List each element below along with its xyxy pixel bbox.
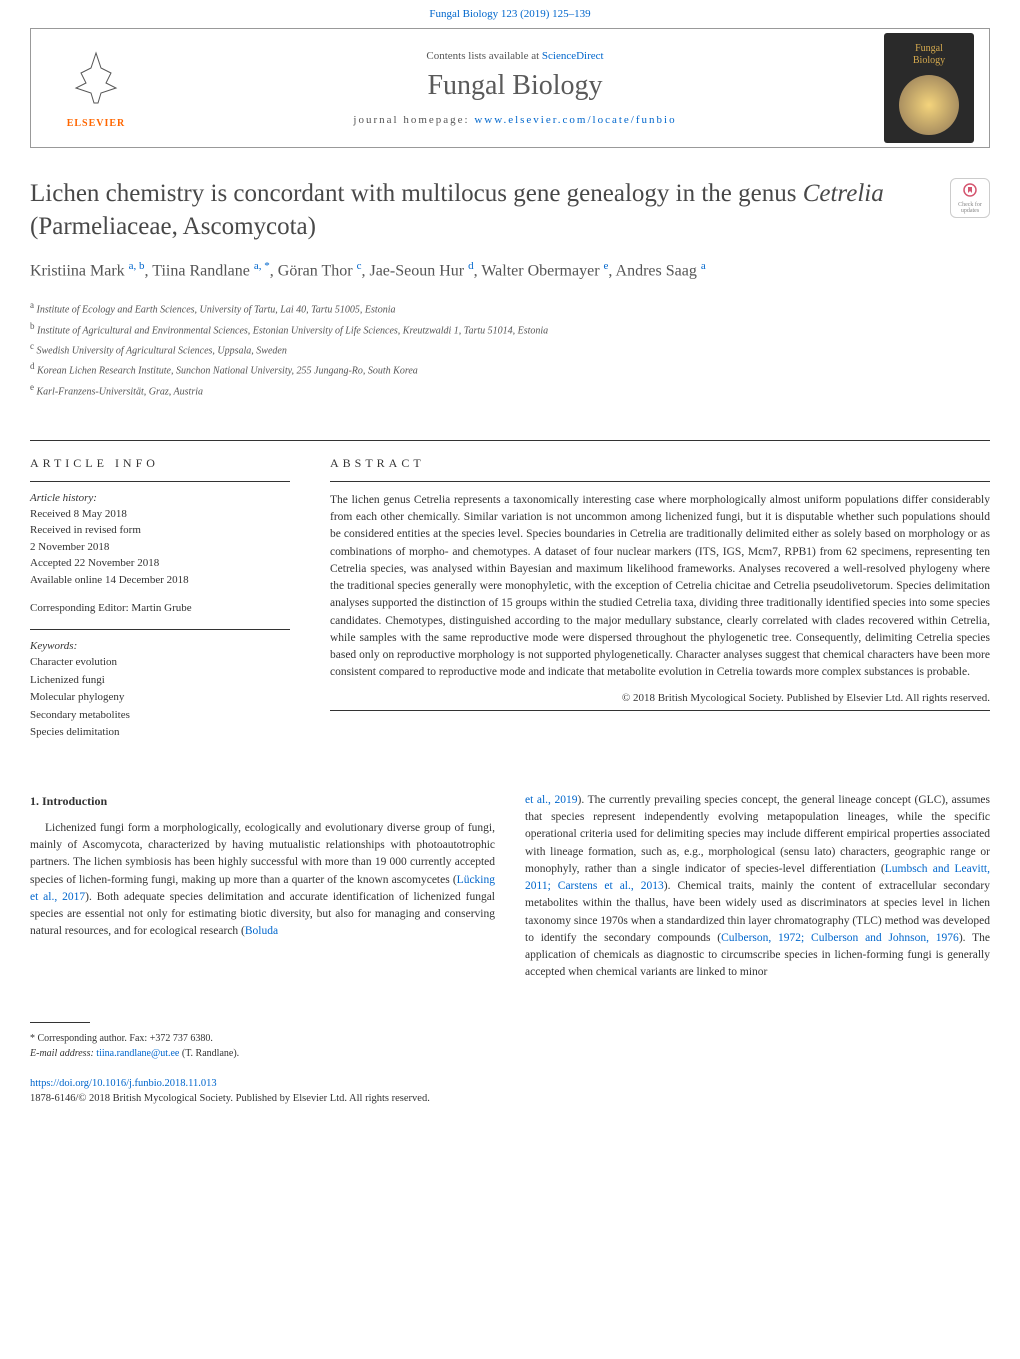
author-6-affil[interactable]: a [701, 260, 706, 272]
journal-cover-thumbnail[interactable]: Fungal Biology [884, 33, 974, 143]
affiliations: a Institute of Ecology and Earth Science… [30, 298, 990, 400]
doi-link[interactable]: https://doi.org/10.1016/j.funbio.2018.11… [30, 1078, 217, 1089]
author-1-affil[interactable]: a, b [129, 260, 145, 272]
author-1: Kristiina Mark [30, 262, 129, 279]
journal-header: ELSEVIER Contents lists available at Sci… [30, 28, 990, 148]
intro-para: Lichenized fungi form a morphologically,… [30, 820, 495, 941]
corresponding-editor: Corresponding Editor: Martin Grube [30, 600, 290, 617]
check-updates-badge[interactable]: Check for updates [950, 178, 990, 218]
badge-line2: updates [961, 208, 979, 214]
affil-e: e Karl-Franzens-Universität, Graz, Austr… [30, 380, 990, 400]
header-center: Contents lists available at ScienceDirec… [161, 50, 869, 126]
article-title: Lichen chemistry is concordant with mult… [30, 178, 940, 243]
author-2-affil[interactable]: a, * [254, 260, 270, 272]
abstract-heading: ABSTRACT [330, 456, 990, 471]
corresponding-author: * Corresponding author. Fax: +372 737 63… [30, 1031, 990, 1046]
history-text: Received 8 May 2018 Received in revised … [30, 506, 290, 589]
affil-c: c Swedish University of Agricultural Sci… [30, 339, 990, 359]
affil-d: d Korean Lichen Research Institute, Sunc… [30, 359, 990, 379]
abstract-copyright: © 2018 British Mycological Society. Publ… [330, 692, 990, 704]
title-pre: Lichen chemistry is concordant with mult… [30, 180, 803, 207]
footnote-divider [30, 1022, 90, 1023]
journal-name: Fungal Biology [161, 70, 869, 102]
intro-heading: 1. Introduction [30, 792, 495, 810]
bookmark-icon [963, 183, 977, 202]
author-4: , Jae-Seoun Hur [361, 262, 468, 279]
author-6: , Andres Saag [608, 262, 700, 279]
author-2: , Tiina Randlane [145, 262, 254, 279]
cover-text-1: Fungal [915, 43, 943, 55]
sciencedirect-prefix: Contents lists available at [426, 50, 541, 62]
body-col-right: et al., 2019). The currently prevailing … [525, 792, 990, 982]
affil-a: a Institute of Ecology and Earth Science… [30, 298, 990, 318]
cover-text-2: Biology [913, 55, 945, 67]
elsevier-label: ELSEVIER [67, 118, 126, 129]
history-heading: Article history: [30, 492, 290, 504]
email-line: E-mail address: tiina.randlane@ut.ee (T.… [30, 1046, 990, 1061]
author-3: , Göran Thor [270, 262, 357, 279]
journal-homepage-line: journal homepage: www.elsevier.com/locat… [161, 114, 869, 126]
article-info-column: ARTICLE INFO Article history: Received 8… [30, 456, 290, 742]
journal-homepage-link[interactable]: www.elsevier.com/locate/funbio [474, 114, 676, 126]
elsevier-tree-icon [66, 48, 126, 118]
body-col-left: 1. Introduction Lichenized fungi form a … [30, 792, 495, 982]
sciencedirect-link[interactable]: ScienceDirect [542, 50, 604, 62]
abstract-column: ABSTRACT The lichen genus Cetrelia repre… [330, 456, 990, 742]
article-info-heading: ARTICLE INFO [30, 456, 290, 471]
affil-b: b Institute of Agricultural and Environm… [30, 319, 990, 339]
cite-etal2019[interactable]: et al., 2019 [525, 794, 578, 806]
email-link[interactable]: tiina.randlane@ut.ee [96, 1048, 179, 1059]
keywords-heading: Keywords: [30, 640, 290, 652]
author-5: , Walter Obermayer [474, 262, 604, 279]
journal-citation-link[interactable]: Fungal Biology 123 (2019) 125–139 [0, 0, 1020, 28]
cite-boluda[interactable]: Boluda [245, 925, 278, 937]
body-two-column: 1. Introduction Lichenized fungi form a … [0, 762, 1020, 1002]
keywords-list: Character evolution Lichenized fungi Mol… [30, 654, 290, 742]
body-right-para: et al., 2019). The currently prevailing … [525, 792, 990, 982]
article-header: Lichen chemistry is concordant with mult… [0, 148, 1020, 420]
title-italic: Cetrelia [803, 180, 884, 207]
sciencedirect-line: Contents lists available at ScienceDirec… [161, 50, 869, 62]
title-post: (Parmeliaceae, Ascomycota) [30, 213, 316, 240]
issn-copyright: 1878-6146/© 2018 British Mycological Soc… [30, 1091, 990, 1107]
abstract-text: The lichen genus Cetrelia represents a t… [330, 492, 990, 682]
info-abstract-row: ARTICLE INFO Article history: Received 8… [0, 441, 1020, 762]
author-list: Kristiina Mark a, b, Tiina Randlane a, *… [30, 258, 990, 283]
homepage-prefix: journal homepage: [353, 114, 474, 126]
cover-image [899, 75, 959, 135]
elsevier-logo[interactable]: ELSEVIER [46, 38, 146, 138]
footnotes: * Corresponding author. Fax: +372 737 63… [0, 1031, 1020, 1076]
cite-culberson[interactable]: Culberson, 1972; Culberson and Johnson, … [721, 932, 959, 944]
footer: https://doi.org/10.1016/j.funbio.2018.11… [0, 1076, 1020, 1128]
